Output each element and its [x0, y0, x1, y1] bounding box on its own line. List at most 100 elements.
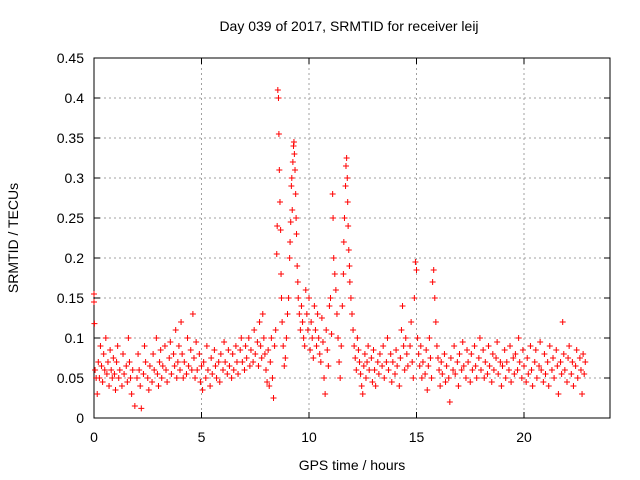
data-point: [375, 371, 382, 377]
data-point: [261, 351, 268, 357]
data-point: [350, 327, 357, 333]
data-point: [519, 347, 526, 353]
data-point: [436, 367, 443, 373]
data-point: [411, 295, 418, 301]
data-point: [352, 355, 359, 361]
data-point: [365, 343, 372, 349]
x-tick-label: 0: [90, 429, 98, 445]
data-point: [394, 363, 401, 369]
data-point: [503, 359, 510, 365]
data-point: [397, 355, 404, 361]
data-point: [216, 379, 223, 385]
data-point: [277, 227, 284, 233]
data-point: [387, 351, 394, 357]
data-point: [157, 347, 164, 353]
data-point: [289, 207, 296, 213]
data-point: [493, 355, 500, 361]
data-point: [259, 311, 266, 317]
data-point: [464, 347, 471, 353]
data-point: [383, 359, 390, 365]
data-point: [429, 279, 436, 285]
data-point: [172, 327, 179, 333]
data-point: [102, 335, 109, 341]
data-point: [252, 351, 259, 357]
data-point: [245, 335, 252, 341]
data-point: [570, 383, 577, 389]
data-point: [465, 359, 472, 365]
data-point: [145, 387, 152, 393]
data-point: [399, 303, 406, 309]
data-point: [476, 335, 483, 341]
data-point: [275, 131, 282, 137]
data-point: [302, 287, 309, 293]
data-point: [192, 375, 199, 381]
data-point: [355, 347, 362, 353]
data-point: [314, 311, 321, 317]
data-point: [295, 295, 302, 301]
data-point: [371, 367, 378, 373]
data-point: [140, 371, 147, 377]
data-point: [502, 375, 509, 381]
y-tick-label: 0.15: [57, 290, 84, 306]
data-point: [111, 371, 118, 377]
data-point: [460, 363, 467, 369]
data-point: [268, 335, 275, 341]
data-point: [312, 327, 319, 333]
data-point: [579, 391, 586, 397]
data-point: [560, 351, 567, 357]
data-point: [402, 335, 409, 341]
data-point: [471, 343, 478, 349]
data-point: [404, 363, 411, 369]
data-point: [235, 371, 242, 377]
data-point: [385, 367, 392, 373]
data-point: [280, 343, 287, 349]
data-point: [127, 375, 134, 381]
data-point: [485, 343, 492, 349]
data-point: [177, 367, 183, 373]
data-point: [524, 355, 531, 361]
data-point: [529, 383, 536, 389]
data-point: [115, 375, 122, 381]
data-point: [335, 335, 342, 341]
data-point: [573, 347, 580, 353]
data-point: [256, 319, 263, 325]
data-point: [379, 363, 386, 369]
data-point: [181, 359, 188, 365]
data-point: [212, 363, 219, 369]
data-point: [266, 383, 273, 389]
data-point: [189, 311, 196, 317]
data-point: [197, 379, 204, 385]
data-point: [250, 359, 257, 365]
data-point: [233, 359, 240, 365]
data-point: [151, 367, 158, 373]
data-point: [501, 347, 508, 353]
data-point: [422, 371, 429, 377]
data-point: [497, 359, 504, 365]
data-point: [278, 271, 285, 277]
data-point: [166, 355, 173, 361]
data-point: [392, 371, 398, 377]
data-point: [299, 319, 306, 325]
data-point: [226, 363, 233, 369]
data-point: [297, 327, 304, 333]
data-point: [433, 343, 440, 349]
data-point: [179, 351, 186, 357]
data-point: [183, 371, 190, 377]
data-point: [98, 363, 105, 369]
data-point: [174, 359, 181, 365]
data-point: [243, 355, 250, 361]
data-point: [499, 363, 506, 369]
data-point: [559, 319, 566, 325]
data-point: [582, 359, 589, 365]
data-point: [580, 351, 587, 357]
data-point: [342, 163, 349, 169]
data-point: [495, 371, 502, 377]
data-point: [372, 383, 379, 389]
data-point: [417, 343, 424, 349]
data-point: [521, 363, 527, 369]
data-point: [364, 359, 371, 365]
data-point: [514, 367, 521, 373]
data-point: [318, 315, 325, 321]
data-point: [446, 399, 453, 405]
data-point: [120, 351, 127, 357]
